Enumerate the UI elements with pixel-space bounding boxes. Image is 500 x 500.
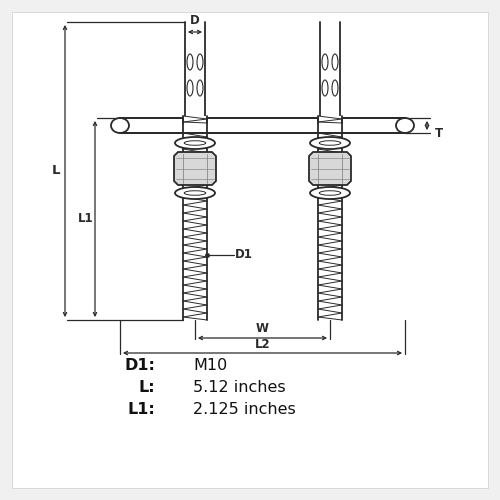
- Polygon shape: [174, 152, 216, 185]
- Bar: [183, 133, 207, 320]
- Ellipse shape: [319, 190, 341, 195]
- Text: L: L: [52, 164, 60, 177]
- Bar: [185, 22, 205, 118]
- Bar: [320, 22, 340, 118]
- Text: D: D: [190, 14, 200, 28]
- Bar: [183, 116, 207, 123]
- Ellipse shape: [175, 187, 215, 199]
- Ellipse shape: [111, 118, 129, 133]
- Text: M10: M10: [193, 358, 227, 372]
- Text: L2: L2: [254, 338, 270, 350]
- Text: L:: L:: [138, 380, 155, 394]
- Ellipse shape: [184, 141, 206, 145]
- Text: D1:: D1:: [124, 358, 155, 372]
- Text: D1: D1: [235, 248, 253, 262]
- Bar: [318, 133, 342, 320]
- Text: L1:: L1:: [127, 402, 155, 416]
- Text: T: T: [435, 127, 443, 140]
- Text: L1: L1: [78, 212, 94, 226]
- Bar: [120, 118, 405, 133]
- Text: 5.12 inches: 5.12 inches: [193, 380, 286, 394]
- Text: 2.125 inches: 2.125 inches: [193, 402, 296, 416]
- Ellipse shape: [310, 187, 350, 199]
- FancyBboxPatch shape: [12, 12, 488, 488]
- Ellipse shape: [396, 118, 414, 133]
- Ellipse shape: [310, 137, 350, 149]
- Bar: [318, 116, 342, 123]
- Text: W: W: [256, 322, 269, 336]
- Ellipse shape: [184, 190, 206, 195]
- Ellipse shape: [175, 137, 215, 149]
- Ellipse shape: [319, 141, 341, 145]
- Polygon shape: [309, 152, 351, 185]
